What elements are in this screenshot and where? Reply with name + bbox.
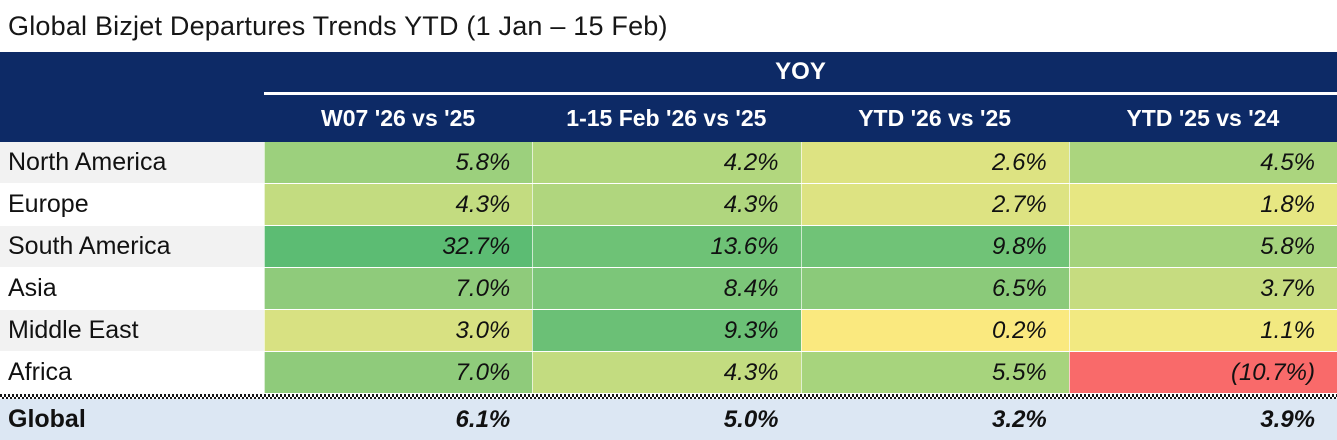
region-label: Asia	[0, 268, 264, 309]
heatmap-cell: 8.4%	[532, 268, 801, 309]
heatmap-cell: 7.0%	[264, 352, 533, 393]
table-row: North America 5.8% 4.2% 2.6% 4.5%	[0, 142, 1337, 184]
heatmap-cell: 4.3%	[532, 352, 801, 393]
heatmap-cell: 6.5%	[800, 268, 1069, 309]
dotted-divider	[0, 394, 1337, 399]
table-row: Europe 4.3% 4.3% 2.7% 1.8%	[0, 184, 1337, 226]
heatmap-cell: 1.8%	[1068, 184, 1337, 225]
region-label: South America	[0, 226, 264, 267]
heatmap-cell: 3.7%	[1068, 268, 1337, 309]
header-label-spacer	[0, 52, 264, 95]
column-header-w07: W07 '26 vs '25	[321, 105, 476, 131]
heatmap-cell: 13.6%	[532, 226, 801, 267]
table-row: Middle East 3.0% 9.3% 0.2% 1.1%	[0, 310, 1337, 352]
heatmap-cell: 2.7%	[800, 184, 1069, 225]
heatmap-cell: 5.5%	[800, 352, 1069, 393]
header-label-spacer	[0, 95, 264, 142]
heatmap-cell: 0.2%	[800, 310, 1069, 351]
heatmap-cell: 5.8%	[1068, 226, 1337, 267]
table-row: Asia 7.0% 8.4% 6.5% 3.7%	[0, 268, 1337, 310]
table-row: Africa 7.0% 4.3% 5.5% (10.7%)	[0, 352, 1337, 394]
column-header-ytd-25: YTD '25 vs '24	[1126, 105, 1280, 131]
region-label: Europe	[0, 184, 264, 225]
column-header-1-15-feb: 1-15 Feb '26 vs '25	[566, 105, 767, 131]
heatmap-cell: 4.5%	[1068, 142, 1337, 183]
total-cell: 3.2%	[992, 405, 1047, 433]
title-bar: Global Bizjet Departures Trends YTD (1 J…	[0, 0, 1337, 52]
table-row: South America 32.7% 13.6% 9.8% 5.8%	[0, 226, 1337, 268]
heatmap-cell: 1.1%	[1068, 310, 1337, 351]
column-header-row: W07 '26 vs '25 1-15 Feb '26 vs '25 YTD '…	[0, 95, 1337, 142]
column-header-ytd-26: YTD '26 vs '25	[858, 105, 1012, 131]
heatmap-cell: 32.7%	[264, 226, 533, 267]
heatmap-cell: 4.3%	[264, 184, 533, 225]
total-cell: 5.0%	[723, 405, 779, 433]
region-label-global: Global	[8, 405, 86, 433]
total-cell: 3.9%	[1260, 405, 1315, 433]
page-title: Global Bizjet Departures Trends YTD (1 J…	[8, 10, 668, 41]
heatmap-cell: 7.0%	[264, 268, 533, 309]
table-header: YOY W07 '26 vs '25 1-15 Feb '26 vs '25 Y…	[0, 52, 1337, 142]
heatmap-cell: 4.2%	[532, 142, 801, 183]
table-body: North America 5.8% 4.2% 2.6% 4.5% Europe…	[0, 142, 1337, 394]
region-label: Africa	[0, 352, 264, 393]
heatmap-cell: 9.8%	[800, 226, 1069, 267]
global-total-row: Global 6.1% 5.0% 3.2% 3.9%	[0, 399, 1337, 440]
heatmap-cell: (10.7%)	[1068, 352, 1337, 393]
heatmap-cell: 5.8%	[264, 142, 533, 183]
region-label: North America	[0, 142, 264, 183]
total-cell: 6.1%	[455, 405, 511, 433]
heatmap-cell: 4.3%	[532, 184, 801, 225]
heatmap-cell: 3.0%	[264, 310, 533, 351]
region-label: Middle East	[0, 310, 264, 351]
group-header-yoy: YOY	[264, 52, 1337, 95]
group-header-row: YOY	[0, 52, 1337, 95]
heatmap-cell: 9.3%	[532, 310, 801, 351]
heatmap-cell: 2.6%	[800, 142, 1069, 183]
